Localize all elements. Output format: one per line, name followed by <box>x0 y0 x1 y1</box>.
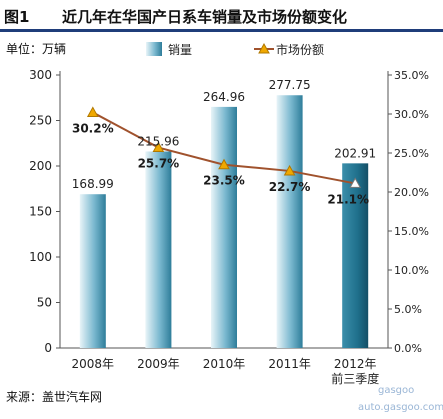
x-axis-tick-label: 2008年 <box>72 357 115 371</box>
source-note: 来源：盖世汽车网 <box>6 390 103 404</box>
right-axis-tick-label: 35.0% <box>394 69 429 82</box>
x-axis-tick-label: 2011年 <box>268 357 311 371</box>
left-axis-tick-label: 50 <box>37 296 52 310</box>
left-axis-tick-label: 150 <box>29 205 52 219</box>
line-value-label: 23.5% <box>203 174 245 188</box>
line-value-label: 22.7% <box>269 180 311 194</box>
legend: 销量 市场份额 <box>146 42 324 57</box>
left-axis-tick-label: 0 <box>44 341 52 355</box>
legend-label-share: 市场份额 <box>276 42 324 57</box>
left-axis-tick-label: 250 <box>29 114 52 128</box>
x-axis-tick-label: 2010年 <box>203 357 246 371</box>
x-axis-tick-label: 2009年 <box>137 357 180 371</box>
chart-title: 近几年在华国产日系车销量及市场份额变化 <box>62 8 348 26</box>
right-axis-tick-label: 30.0% <box>394 108 429 121</box>
bar <box>342 163 369 348</box>
bar-value-label: 215.96 <box>137 134 179 148</box>
legend-label-sales: 销量 <box>168 43 192 57</box>
figure-label: 图1 <box>4 8 30 26</box>
bar <box>211 106 237 348</box>
right-axis-tick-label: 5.0% <box>394 303 422 316</box>
right-axis-tick-label: 20.0% <box>394 186 429 199</box>
x-axis-tick-label: 前三季度 <box>331 371 379 386</box>
data-labels: 168.99 215.96 264.96 277.75 202.91 30.2% 25.7%… <box>72 78 376 206</box>
left-axis-tick-label: 300 <box>29 68 52 82</box>
bar-value-label: 277.75 <box>269 78 311 92</box>
bar <box>276 95 303 348</box>
axes: 0 50 100 150 200 250 300 0.0% 5.0% 10.0% 15.0% 20.0… <box>29 68 429 386</box>
bar-series <box>79 95 369 348</box>
line-marker <box>349 177 362 188</box>
title-bar: 图1 近几年在华国产日系车销量及市场份额变化 <box>0 0 443 32</box>
right-axis-tick-label: 25.0% <box>394 147 429 160</box>
bar <box>145 151 172 348</box>
line-marker <box>283 164 296 176</box>
line-value-label: 30.2% <box>72 121 114 135</box>
left-axis-tick-label: 100 <box>29 250 52 264</box>
bar-value-label: 264.96 <box>203 90 245 104</box>
line-marker <box>86 106 99 117</box>
watermark-url: auto.gasgoo.com <box>358 402 443 413</box>
bar-value-label: 168.99 <box>72 177 114 191</box>
line-series <box>86 106 362 188</box>
watermark-brand: gasgoo <box>378 385 415 396</box>
right-axis-tick-label: 15.0% <box>394 225 429 238</box>
left-axis-tick-label: 200 <box>29 159 52 173</box>
x-axis-tick-label: 2012年 <box>334 357 377 371</box>
right-axis-tick-label: 0.0% <box>394 342 422 355</box>
right-axis-tick-label: 10.0% <box>394 264 429 277</box>
line-value-label: 21.1% <box>327 192 369 206</box>
line-marker <box>152 141 165 153</box>
legend-swatch-bar <box>146 42 162 56</box>
bar <box>79 194 106 348</box>
bar-value-label: 202.91 <box>334 146 376 160</box>
line-value-label: 25.7% <box>138 157 180 171</box>
unit-label: 单位：万辆 <box>6 42 67 56</box>
legend-swatch-marker <box>258 42 270 54</box>
line-marker <box>218 158 230 170</box>
